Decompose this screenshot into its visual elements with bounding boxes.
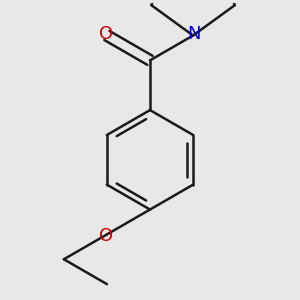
Text: O: O	[99, 227, 113, 245]
Text: O: O	[99, 25, 113, 43]
Text: N: N	[187, 25, 200, 43]
